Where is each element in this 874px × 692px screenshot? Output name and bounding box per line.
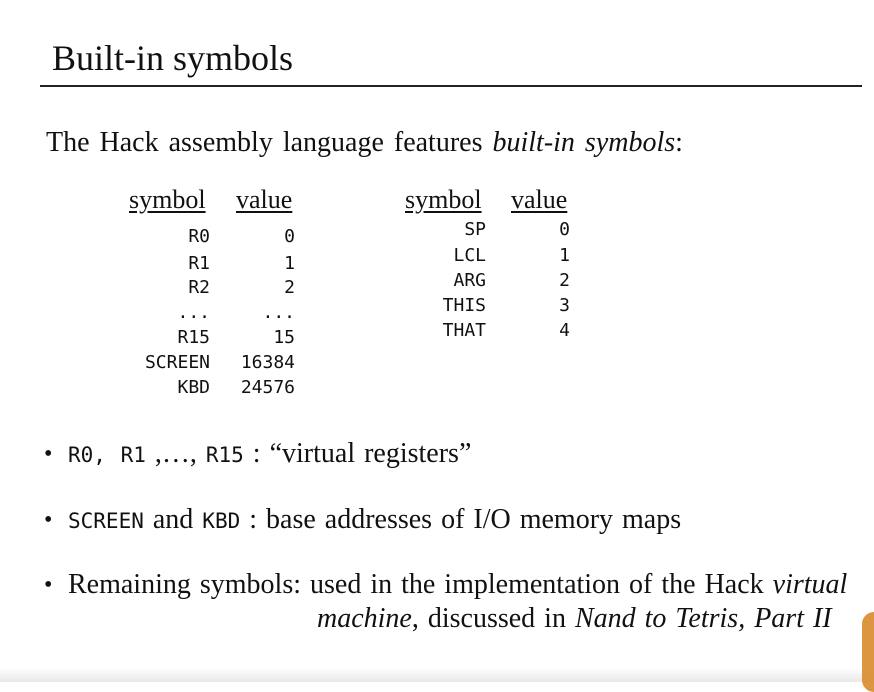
- code-screen: SCREEN: [68, 509, 144, 533]
- left-symbol-cell: R15: [177, 327, 210, 348]
- left-symbol-cell: R2: [188, 277, 210, 298]
- emphasis-virtual: virtual: [772, 569, 848, 600]
- bullet-description: : base addresses of I/O memory maps: [240, 504, 682, 535]
- slide-title: Built-in symbols: [52, 38, 294, 78]
- emphasis-course: Nand to Tetris, Part II: [574, 603, 832, 634]
- bullet-continuation: machine, discussed in Nand to Tetris, Pa…: [317, 602, 832, 636]
- intro-prefix: The Hack assembly language features: [46, 127, 493, 158]
- ellipsis-text: ,…,: [145, 438, 206, 469]
- continuation-text: , discussed in: [411, 603, 575, 634]
- left-value-header: value: [236, 185, 293, 214]
- right-symbol-cell: THAT: [442, 320, 486, 341]
- left-symbol-cell: SCREEN: [144, 352, 210, 373]
- left-symbol-header: symbol: [129, 185, 206, 214]
- right-value-cell: 1: [559, 245, 570, 266]
- right-value-cell: 4: [559, 320, 570, 341]
- right-symbol-cell: SP: [464, 219, 486, 240]
- left-symbol-cell: R1: [188, 253, 210, 274]
- right-value-cell: 2: [559, 270, 570, 291]
- conjunction-text: and: [143, 504, 203, 535]
- left-value-cell: 15: [273, 327, 295, 348]
- bullet-text: R0, R1 ,…, R15 : “virtual registers”: [68, 437, 471, 472]
- code-r15: R15: [205, 443, 244, 467]
- left-value-cell: 2: [284, 277, 295, 298]
- right-symbol-cell: ARG: [453, 270, 486, 291]
- right-value-cell: 0: [559, 219, 570, 240]
- emphasis-machine: machine: [317, 603, 412, 634]
- intro-emphasis: built-in symbols: [492, 127, 676, 158]
- bullet-description: : “virtual registers”: [243, 438, 472, 469]
- right-symbol-header: symbol: [405, 185, 482, 214]
- bullet-dot: •: [44, 507, 53, 533]
- bullet-text: SCREEN and KBD : base addresses of I/O m…: [68, 503, 681, 538]
- bullet-text: Remaining symbols: used in the implement…: [68, 568, 847, 602]
- code-r0-r1: R0, R1: [68, 443, 146, 467]
- left-value-cell: 24576: [240, 377, 295, 398]
- right-symbol-cell: LCL: [453, 245, 486, 266]
- intro-text: The Hack assembly language features buil…: [46, 126, 683, 160]
- right-symbol-cell: THIS: [442, 295, 486, 316]
- bullet-dot: •: [44, 572, 53, 598]
- left-value-cell: 0: [284, 226, 295, 247]
- left-value-cell: 16384: [240, 352, 295, 373]
- left-symbol-cell: R0: [188, 226, 210, 247]
- left-value-cell: ...: [262, 302, 295, 323]
- right-value-cell: 3: [559, 295, 570, 316]
- bullet-dot: •: [44, 441, 53, 467]
- title-rule: [40, 85, 862, 87]
- code-kbd: KBD: [202, 509, 241, 533]
- left-value-cell: 1: [284, 253, 295, 274]
- bullet-description: Remaining symbols: used in the implement…: [68, 569, 773, 600]
- left-symbol-cell: ...: [177, 302, 210, 323]
- intro-suffix: :: [675, 127, 683, 158]
- left-symbol-cell: KBD: [177, 377, 210, 398]
- corner-decoration: [862, 612, 874, 692]
- bottom-strip: [0, 668, 874, 682]
- right-value-header: value: [511, 185, 568, 214]
